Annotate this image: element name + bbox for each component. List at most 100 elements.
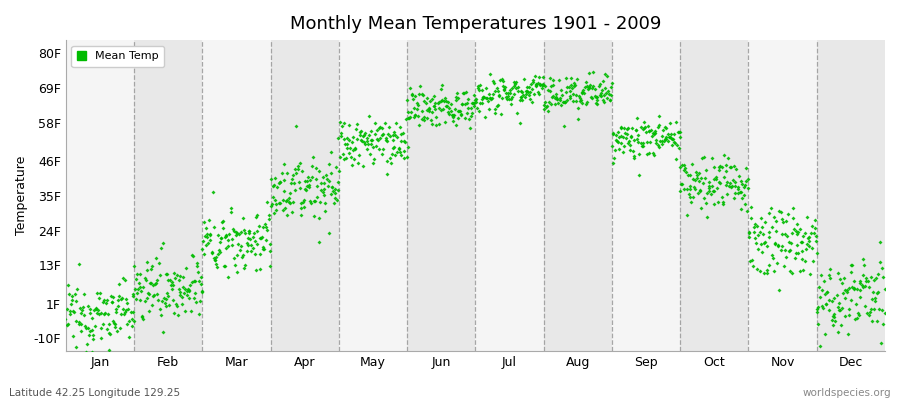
Point: [268, 175, 283, 182]
Point: [324, 170, 338, 177]
Point: [205, 248, 220, 255]
Point: [723, 180, 737, 186]
Point: [288, 165, 302, 172]
Point: [567, 83, 581, 90]
Point: [226, 226, 240, 232]
Point: [852, 279, 867, 286]
Point: [393, 130, 408, 137]
Point: [639, 139, 653, 146]
Point: [95, 298, 110, 305]
Point: [519, 88, 534, 95]
Point: [771, 243, 786, 249]
Point: [850, 314, 864, 321]
Point: [131, 280, 146, 286]
Point: [343, 145, 357, 151]
Point: [684, 199, 698, 205]
Point: [654, 141, 669, 147]
Point: [438, 119, 453, 125]
Point: [687, 183, 701, 190]
Point: [634, 143, 649, 150]
Point: [331, 179, 346, 185]
Point: [775, 242, 789, 249]
Point: [564, 75, 579, 81]
Point: [865, 318, 879, 324]
Point: [507, 91, 521, 97]
Point: [478, 113, 492, 120]
Point: [282, 194, 296, 201]
Point: [758, 219, 772, 225]
Point: [356, 132, 370, 139]
Point: [179, 288, 194, 294]
Point: [661, 138, 675, 144]
Point: [581, 86, 596, 92]
Point: [609, 138, 624, 144]
Point: [740, 208, 754, 214]
Point: [68, 298, 83, 305]
Point: [523, 89, 537, 95]
Point: [311, 167, 326, 174]
Point: [461, 96, 475, 102]
Point: [856, 272, 870, 278]
Point: [748, 221, 762, 228]
Point: [340, 135, 355, 141]
Point: [552, 77, 566, 84]
Point: [781, 211, 796, 217]
Point: [196, 219, 211, 225]
Point: [448, 106, 463, 112]
Point: [512, 120, 526, 126]
Point: [511, 88, 526, 94]
Point: [845, 284, 859, 290]
Point: [263, 240, 277, 247]
Point: [454, 101, 469, 107]
Point: [269, 207, 284, 214]
Point: [337, 120, 351, 126]
Point: [554, 101, 569, 108]
Point: [444, 100, 458, 107]
Point: [778, 218, 793, 224]
Point: [457, 114, 472, 121]
Point: [301, 182, 315, 189]
Point: [239, 240, 254, 246]
Point: [526, 76, 541, 83]
Point: [122, 334, 136, 340]
Point: [163, 277, 177, 283]
Point: [60, 305, 75, 312]
Point: [198, 242, 212, 249]
Point: [519, 84, 534, 90]
Point: [615, 124, 629, 130]
Point: [317, 186, 331, 192]
Point: [432, 105, 446, 111]
Point: [382, 154, 397, 161]
Point: [515, 97, 529, 104]
Point: [717, 151, 732, 158]
Point: [292, 160, 307, 166]
Point: [307, 198, 321, 204]
Point: [673, 188, 688, 195]
Point: [130, 286, 145, 292]
Point: [495, 76, 509, 82]
Point: [546, 77, 561, 84]
Point: [231, 241, 246, 248]
Point: [321, 230, 336, 236]
Point: [806, 230, 821, 236]
Point: [699, 200, 714, 206]
Point: [860, 310, 874, 316]
Point: [87, 306, 102, 313]
Point: [526, 79, 540, 85]
Point: [550, 96, 564, 102]
Point: [120, 300, 134, 306]
Point: [102, 329, 116, 336]
Point: [632, 151, 646, 158]
Point: [612, 146, 626, 152]
Point: [530, 80, 544, 86]
Point: [266, 183, 280, 189]
Point: [799, 245, 814, 252]
Point: [562, 93, 577, 99]
Point: [670, 128, 685, 135]
Point: [848, 316, 862, 322]
Point: [702, 187, 716, 194]
Point: [800, 241, 814, 247]
Point: [125, 309, 140, 315]
Point: [598, 71, 613, 77]
Point: [734, 189, 748, 195]
